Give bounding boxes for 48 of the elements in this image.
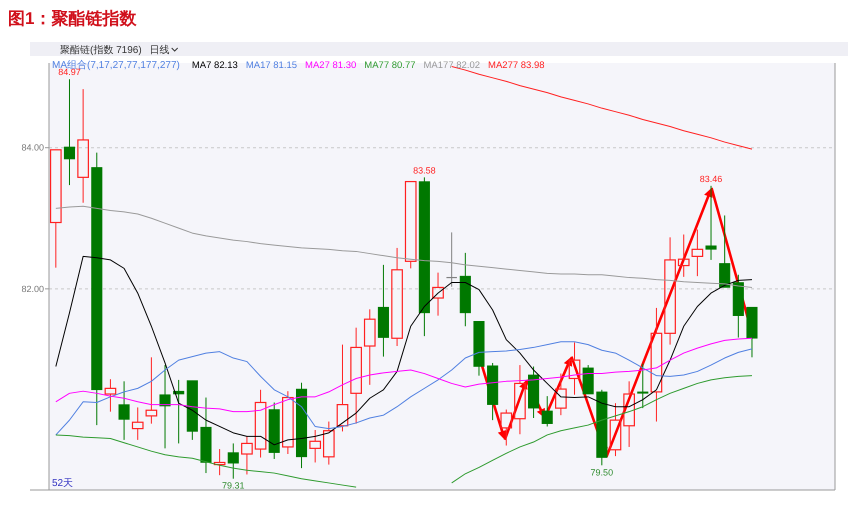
candlestick [118, 380, 130, 440]
candlestick [104, 378, 116, 412]
annotation: 83.46 [700, 174, 722, 184]
annotation: 83.58 [413, 165, 436, 176]
candlestick [228, 442, 239, 480]
candlestick [432, 272, 444, 316]
candlestick [568, 342, 580, 396]
candlestick [322, 421, 335, 466]
text: 日线 [150, 44, 170, 56]
chart-title: 图1：聚酯链指数 [8, 9, 138, 28]
y-tick-label: 82.00 [21, 284, 44, 294]
line-series [55, 256, 752, 446]
candlestick [173, 379, 184, 444]
candlestick [446, 232, 458, 288]
candlestick [77, 88, 89, 204]
line-series [55, 206, 752, 288]
annotation: 79.31 [222, 480, 245, 491]
candlestick [637, 363, 648, 409]
line-series [55, 341, 752, 436]
y-tick-label: 84.00 [21, 142, 44, 153]
candlestick [705, 185, 717, 260]
candlestick [309, 430, 322, 463]
candlestick [623, 380, 635, 448]
candlestick [159, 364, 171, 449]
candlestick [719, 214, 730, 288]
candlestick [514, 364, 526, 435]
candlestick [391, 247, 403, 347]
candlestick [64, 78, 76, 186]
text: MA177 82.02 [424, 60, 480, 71]
annotation: 52天 [52, 478, 74, 489]
text: MA77 80.77 [364, 60, 416, 71]
candlestick [132, 406, 144, 440]
series-label: MA277 83.98 [488, 60, 545, 71]
text: MA17 81.15 [246, 60, 298, 71]
candlestick [364, 308, 376, 386]
text: MA7 82.13 [192, 60, 238, 71]
text: MA27 81.30 [305, 60, 356, 71]
candlestick [214, 448, 226, 476]
candlestick [678, 234, 690, 278]
candlestick [555, 373, 567, 416]
chart-subtitle: 聚酯链(指数 7196) [60, 44, 142, 56]
candlestick [692, 229, 704, 277]
candlestick [146, 356, 158, 424]
annotation: 84.97 [58, 67, 81, 78]
candlestick [350, 327, 362, 424]
candlestick [542, 396, 553, 427]
annotation: 79.50 [590, 467, 614, 478]
candlestick [404, 180, 417, 269]
